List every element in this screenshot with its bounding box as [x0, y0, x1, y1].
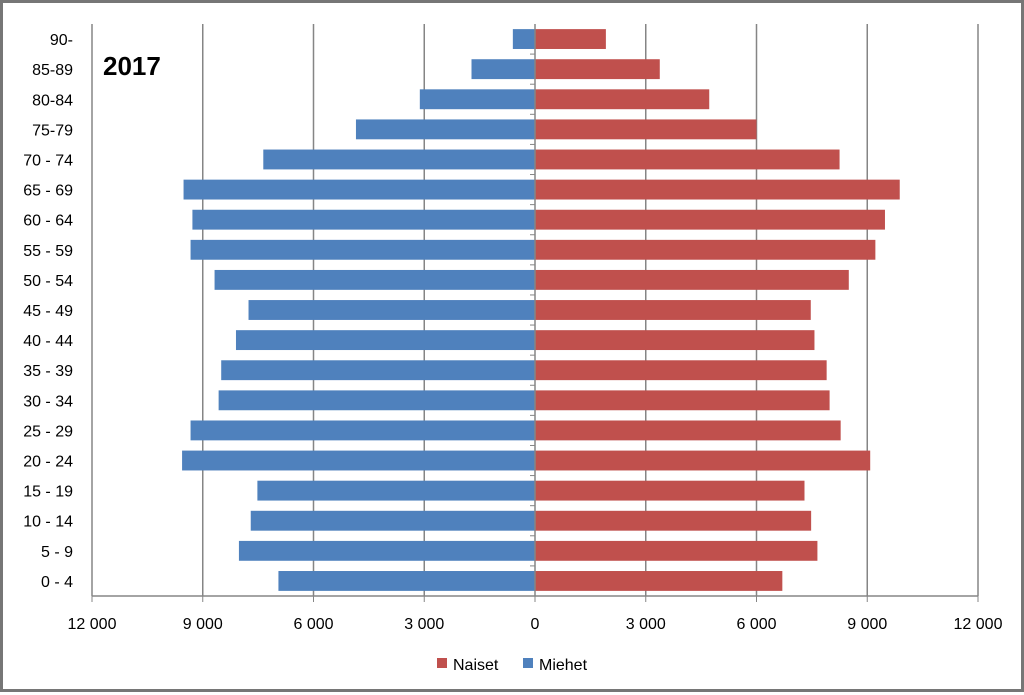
bar-miehet	[512, 29, 535, 49]
bar-naiset	[535, 119, 757, 140]
bar-naiset	[535, 360, 827, 381]
legend: Naiset Miehet	[437, 657, 588, 674]
bars-group	[182, 29, 900, 591]
x-tick-label: 6 000	[736, 616, 776, 633]
x-tick-label: 3 000	[626, 616, 666, 633]
y-tick-label: 5 - 9	[41, 544, 73, 561]
bar-naiset	[535, 540, 818, 561]
bar-naiset	[535, 510, 812, 531]
bar-naiset	[535, 29, 606, 49]
bar-miehet	[355, 119, 535, 140]
y-tick-label: 90-	[50, 32, 73, 49]
bar-miehet	[235, 330, 535, 351]
x-tick-label: 3 000	[404, 616, 444, 633]
population-pyramid-chart: 0 - 4 5 - 9 10 - 14 15 - 19 20 - 24 25 - 29 30…	[23, 24, 1003, 674]
chart-title: 2017	[103, 51, 161, 81]
bar-naiset	[535, 390, 830, 411]
bar-naiset	[535, 149, 840, 170]
y-tick-labels: 0 - 4 5 - 9 10 - 14 15 - 19 20 - 24 25 - 29 30…	[23, 32, 73, 591]
bar-miehet	[192, 209, 535, 230]
y-tick-label: 10 - 14	[23, 514, 73, 531]
bar-naiset	[535, 269, 849, 290]
y-tick-label: 85-89	[32, 62, 73, 79]
bar-miehet	[471, 59, 535, 80]
bar-miehet	[190, 420, 535, 441]
bar-naiset	[535, 300, 811, 320]
bar-miehet	[238, 540, 535, 561]
bar-naiset	[535, 179, 900, 200]
bar-miehet	[248, 300, 535, 320]
x-tick-label: 9 000	[183, 616, 223, 633]
bar-naiset	[535, 330, 815, 351]
bar-miehet	[257, 480, 535, 501]
x-tick-label: 12 000	[954, 616, 1003, 633]
y-tick-label: 80-84	[32, 92, 73, 109]
y-tick-label: 50 - 54	[23, 273, 73, 290]
legend-swatch-miehet	[523, 658, 533, 668]
bar-miehet	[218, 390, 536, 411]
bar-miehet	[214, 269, 535, 290]
y-tick-label: 35 - 39	[23, 363, 73, 380]
bar-miehet	[183, 179, 535, 200]
y-tick-label: 55 - 59	[23, 243, 73, 260]
bar-miehet	[190, 239, 535, 260]
y-tick-label: 70 - 74	[23, 152, 73, 169]
bar-miehet	[263, 149, 535, 170]
legend-label-miehet: Miehet	[539, 657, 588, 674]
bar-miehet	[278, 571, 535, 591]
bar-naiset	[535, 59, 660, 80]
bar-miehet	[419, 89, 535, 110]
bar-naiset	[535, 571, 783, 591]
x-tick-label: 9 000	[847, 616, 887, 633]
bar-naiset	[535, 480, 805, 501]
y-tick-label: 20 - 24	[23, 454, 73, 471]
bar-naiset	[535, 450, 871, 471]
bar-naiset	[535, 239, 876, 260]
x-tick-label: 6 000	[293, 616, 333, 633]
bar-naiset	[535, 420, 841, 441]
y-tick-label: 25 - 29	[23, 423, 73, 440]
y-tick-label: 65 - 69	[23, 183, 73, 200]
y-tick-label: 75-79	[32, 122, 73, 139]
y-tick-label: 0 - 4	[41, 574, 73, 591]
bar-miehet	[221, 360, 536, 381]
bar-naiset	[535, 209, 885, 230]
bar-miehet	[250, 510, 535, 531]
x-tick-label: 0	[531, 616, 540, 633]
legend-swatch-naiset	[437, 658, 447, 668]
legend-label-naiset: Naiset	[453, 657, 499, 674]
axes	[91, 24, 979, 602]
bar-miehet	[182, 450, 535, 471]
y-tick-label: 40 - 44	[23, 333, 73, 350]
y-tick-label: 45 - 49	[23, 303, 73, 320]
x-tick-labels: 12 000 9 000 6 000 3 000 0 3 000 6 000 9 000 12 …	[68, 616, 1003, 633]
y-tick-label: 30 - 34	[23, 393, 73, 410]
bar-naiset	[535, 89, 710, 110]
x-tick-label: 12 000	[68, 616, 117, 633]
y-tick-label: 60 - 64	[23, 213, 73, 230]
y-tick-label: 15 - 19	[23, 484, 73, 501]
